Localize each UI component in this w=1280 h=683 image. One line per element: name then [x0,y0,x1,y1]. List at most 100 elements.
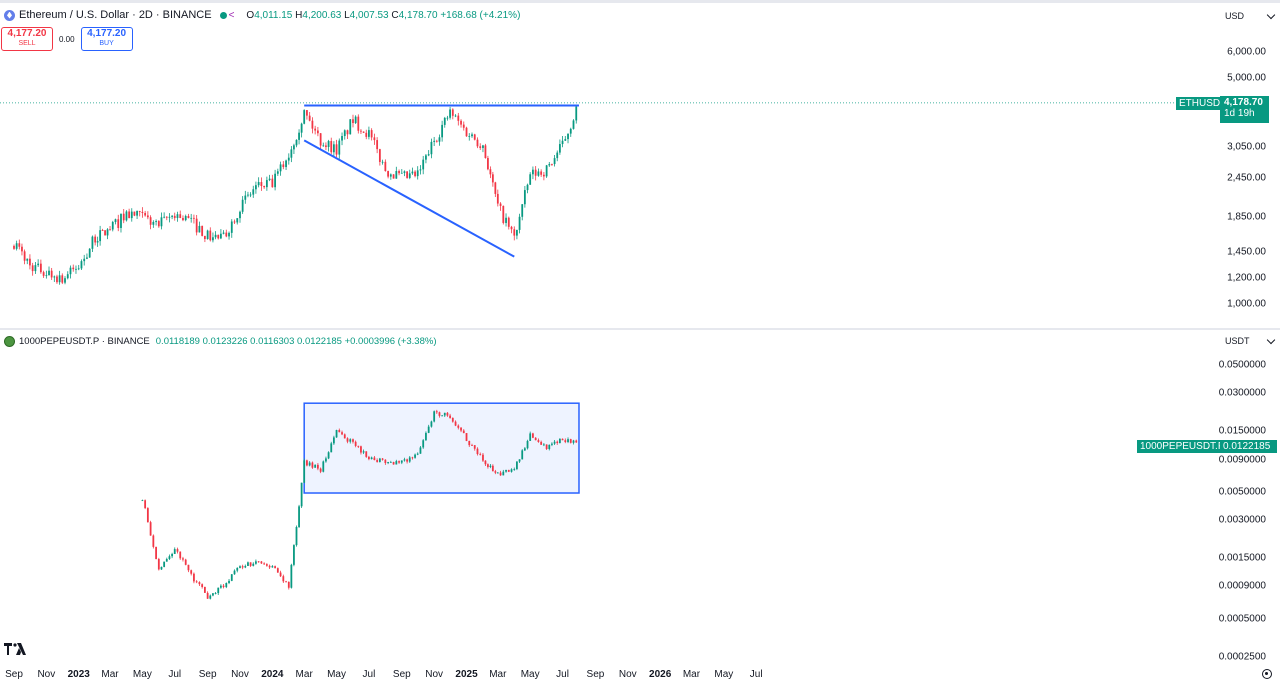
price-axis-tick: 0.0050000 [1218,486,1266,498]
pepe-currency-selector[interactable]: USDT [1225,336,1250,346]
candle-body [26,258,29,261]
candle-body [368,456,370,460]
candle-body [435,140,438,142]
price-axis-tick: 0.0090000 [1218,454,1266,465]
candle-body [425,432,427,441]
candle-body [362,451,365,453]
candle-body [271,566,274,568]
candle-body [195,218,198,233]
eth-price-axis[interactable]: 6,000.00 5,000.00 3,050.00 2,450.00 1,850.00… [1220,0,1280,328]
tradingview-logo-icon[interactable] [4,643,26,655]
candle-body [465,433,468,441]
pepe-close-value: 0.0122185 [297,336,342,347]
share-icon[interactable]: < [228,9,235,21]
candle-body [465,127,468,137]
candle-body [343,130,346,137]
buy-label: BUY [99,40,114,47]
candle-body [346,438,349,442]
candle-body [534,437,537,441]
pepe-candles-plot[interactable] [0,330,1220,664]
candle-body [462,124,465,128]
candle-body [222,232,225,234]
candle-body [534,169,537,176]
candle-body [349,119,352,135]
low-value: 4,007.53 [349,9,389,21]
pepe-title[interactable]: 1000PEPEUSDT.P · BINANCE [19,336,150,347]
candle-body [545,165,548,177]
candle-body [537,171,540,176]
candle-body [499,203,502,206]
price-axis-tick: 0.0002500 [1218,651,1266,663]
candle-body [230,221,233,233]
candle-body [56,276,58,283]
candle-body [184,559,187,565]
time-axis-tick: 2026 [649,669,672,680]
close-value: 4,178.70 [398,9,438,21]
eth-last-price: 4,178.70 [1224,97,1263,108]
candle-body [411,457,414,459]
candle-body [532,433,534,438]
candle-body [414,454,416,458]
sell-button[interactable]: 4,177.20 SELL [1,27,53,51]
candle-body [572,120,575,129]
pepe-legend[interactable]: 1000PEPEUSDT.P · BINANCE 0.0118189 0.012… [4,336,436,347]
support-trendline[interactable] [303,139,515,258]
candle-body [564,139,567,141]
candle-body [75,268,77,270]
candle-body [352,119,354,124]
gear-icon[interactable] [1262,669,1272,679]
candle-body [346,130,349,135]
candle-body [548,444,551,450]
candle-body [173,215,176,219]
candle-body [241,199,244,212]
market-open-dot-icon [219,11,227,19]
eth-legend[interactable]: Ethereum / U.S. Dollar · 2D · BINANCE < … [4,9,520,21]
candle-body [298,506,300,527]
candle-body [184,216,187,221]
candle-body [53,276,56,278]
candle-body [365,132,368,137]
candle-body [430,421,433,427]
candle-body [370,457,373,460]
candle-body [257,182,260,186]
eth-candles-plot[interactable] [0,2,1220,328]
candle-body [362,131,365,133]
price-axis-tick: 0.0500000 [1218,359,1266,371]
pepe-low-value: 0.0116303 [250,336,295,347]
candle-body [198,225,201,233]
time-axis[interactable]: Sep Nov 2023 Mar May Jul Sep Nov 2024 Mar May Jul Se… [0,664,1280,683]
candle-body [298,132,300,140]
candle-body [247,562,249,566]
range-rectangle[interactable] [303,402,580,494]
time-axis-tick: May [132,669,152,680]
candle-body [540,441,543,445]
pepe-price-axis[interactable]: 0.0500000 0.0300000 0.0150000 0.0090000 0.00… [1218,330,1280,664]
candle-body [34,265,37,272]
candle-body [265,564,268,566]
candle-body [117,219,120,228]
candle-body [335,430,338,438]
buy-button[interactable]: 4,177.20 BUY [80,27,133,51]
candle-body [319,133,322,146]
time-axis-tick: Jul [749,669,763,680]
candle-body [217,587,220,594]
candle-body [106,229,109,236]
candle-body [523,190,526,205]
pane-divider[interactable] [0,328,1280,330]
candle-body [308,462,311,466]
candle-body [295,139,298,146]
candle-body [400,172,403,174]
candle-body [561,438,564,441]
candle-body [263,563,266,565]
eth-title[interactable]: Ethereum / U.S. Dollar · 2D · BINANCE [19,9,212,21]
candle-body [513,229,516,236]
time-axis-tick: Jul [556,669,569,680]
candle-body [569,128,572,134]
candle-body [360,130,362,132]
candle-body [392,174,395,179]
candle-body [378,458,381,462]
candle-body [125,211,128,221]
candle-body [268,565,271,568]
candle-body [513,469,516,470]
eth-currency-selector[interactable]: USD [1225,11,1245,21]
